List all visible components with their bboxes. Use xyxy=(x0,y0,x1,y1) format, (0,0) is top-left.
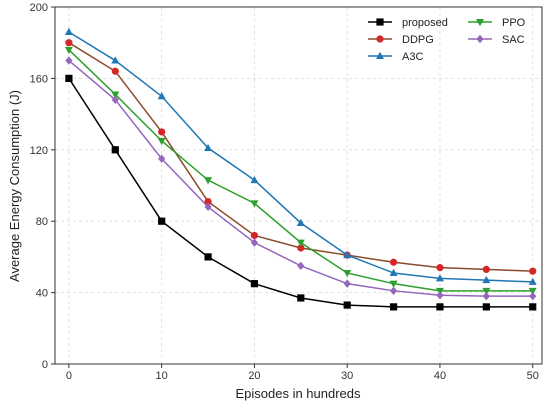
data-point-ddpg xyxy=(204,197,212,206)
data-point-sac xyxy=(158,154,166,163)
data-point-ppo xyxy=(157,137,166,146)
x-axis-title: Episodes in hundreds xyxy=(235,386,361,401)
x-tick-label: 40 xyxy=(434,370,446,382)
legend-label: PPO xyxy=(502,17,526,29)
x-tick-label: 10 xyxy=(156,370,168,382)
data-point-a3c xyxy=(157,92,166,100)
data-point-proposed xyxy=(204,253,212,261)
series-proposed xyxy=(65,74,537,311)
series-ddpg xyxy=(65,39,537,275)
data-point-a3c xyxy=(343,250,352,259)
series-a3c xyxy=(64,27,537,285)
data-point-ppo xyxy=(111,91,120,99)
data-point-ppo xyxy=(296,239,305,247)
data-point-a3c xyxy=(296,218,305,226)
data-point-ddpg xyxy=(297,244,305,252)
data-point-ppo xyxy=(343,269,352,278)
data-point-ddpg xyxy=(250,231,259,240)
data-point-ppo xyxy=(389,280,398,288)
data-point-ppo xyxy=(250,200,259,208)
legend-label: SAC xyxy=(502,34,525,46)
data-point-sac xyxy=(482,291,490,301)
data-point-sac xyxy=(65,56,73,65)
legend-marker xyxy=(376,35,384,43)
y-axis-title: Average Energy Consumption (J) xyxy=(7,90,22,282)
series-ppo xyxy=(64,46,537,296)
legend-label: DDPG xyxy=(402,34,434,46)
data-point-sac xyxy=(389,286,398,296)
data-point-sac xyxy=(250,238,259,247)
data-point-ppo xyxy=(204,177,213,185)
data-point-a3c xyxy=(250,175,259,184)
series-line-proposed xyxy=(68,77,533,308)
data-point-proposed xyxy=(436,303,444,311)
data-point-proposed xyxy=(158,217,166,225)
data-point-ddpg xyxy=(65,39,73,47)
legend-label: A3C xyxy=(402,51,423,63)
legend: proposed PPO DDPG SAC A3C xyxy=(368,17,526,63)
data-point-a3c xyxy=(64,27,73,35)
data-point-a3c xyxy=(482,275,491,284)
data-point-proposed xyxy=(111,146,119,154)
legend-item-sac: SAC xyxy=(468,34,525,46)
data-point-ddpg xyxy=(389,258,398,266)
legend-marker xyxy=(476,34,484,44)
data-point-proposed xyxy=(250,280,259,288)
data-point-ppo xyxy=(482,287,491,296)
series-line-ppo xyxy=(68,49,533,292)
data-point-a3c xyxy=(204,143,213,152)
y-tick-label: 120 xyxy=(30,145,48,157)
data-point-ppo xyxy=(528,287,537,296)
legend-marker xyxy=(376,18,384,26)
data-point-proposed xyxy=(529,303,537,311)
data-point-ppo xyxy=(64,46,73,55)
y-tick-label: 200 xyxy=(30,2,48,14)
data-point-ddpg xyxy=(436,264,444,272)
legend-marker xyxy=(376,51,384,59)
data-point-sac xyxy=(436,291,444,300)
x-tick-label: 30 xyxy=(341,370,353,382)
y-tick-label: 160 xyxy=(30,73,48,85)
series-line-ddpg xyxy=(68,42,533,272)
series-group xyxy=(64,27,537,311)
grid xyxy=(55,6,542,365)
legend-label: proposed xyxy=(402,17,448,29)
axes: 0 10 20 30 40 50 0 40 80 120 160 200 xyxy=(30,2,539,382)
data-point-proposed xyxy=(65,74,73,82)
x-tick-label: 20 xyxy=(248,370,260,382)
data-point-ddpg xyxy=(158,128,166,136)
data-point-ddpg xyxy=(529,267,537,275)
data-point-sac xyxy=(343,279,351,288)
x-tick-label: 0 xyxy=(66,370,72,382)
data-point-proposed xyxy=(343,301,351,309)
x-tick-label: 50 xyxy=(527,370,539,382)
y-tick-label: 80 xyxy=(36,216,48,228)
data-point-proposed xyxy=(297,294,305,302)
data-point-ddpg xyxy=(482,265,490,273)
data-point-a3c xyxy=(435,274,444,282)
data-point-a3c xyxy=(389,268,398,276)
series-sac xyxy=(65,56,537,301)
plot-frame xyxy=(54,6,543,365)
y-tick-label: 40 xyxy=(36,288,48,300)
legend-item-a3c: A3C xyxy=(368,51,423,63)
data-point-a3c xyxy=(111,56,120,64)
data-point-proposed xyxy=(482,303,490,311)
data-point-sac xyxy=(204,202,212,212)
legend-item-proposed: proposed xyxy=(368,17,448,29)
data-point-sac xyxy=(111,95,119,105)
series-line-sac xyxy=(68,59,533,297)
legend-marker xyxy=(476,19,484,27)
data-point-ddpg xyxy=(111,67,119,75)
legend-item-ddpg: DDPG xyxy=(368,34,434,46)
data-point-sac xyxy=(529,291,537,301)
y-tick-label: 0 xyxy=(42,359,48,371)
data-point-proposed xyxy=(389,303,398,311)
data-point-a3c xyxy=(528,277,537,285)
legend-item-ppo: PPO xyxy=(468,17,526,29)
data-point-sac xyxy=(297,261,305,271)
